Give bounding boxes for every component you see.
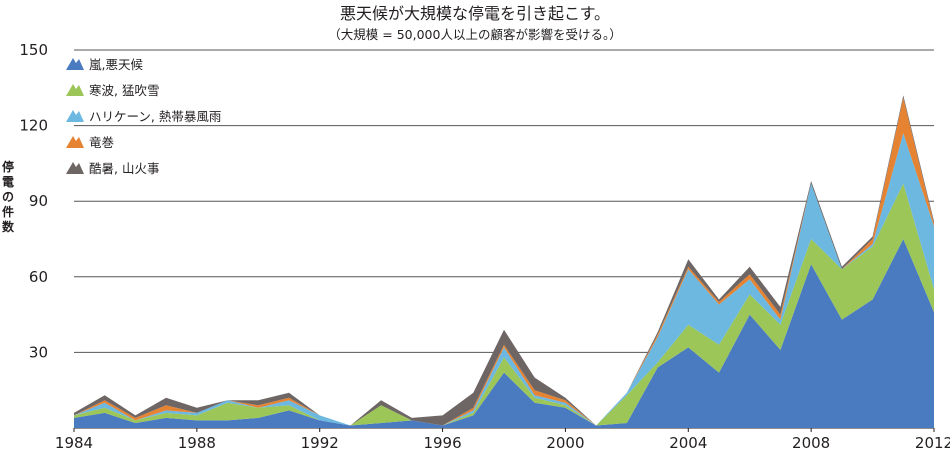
legend-swatch-icon: [66, 162, 84, 174]
legend-label: 酷暑, 山火事: [89, 160, 160, 176]
chart-subtitle: （大規模 = 50,000人以上の顧客が影響を受ける。）: [328, 27, 622, 42]
y-axis-label: 停電の件数: [1, 160, 14, 234]
x-tick-label: 1988: [178, 434, 216, 451]
y-tick-label: 120: [19, 117, 48, 135]
y-tick-label: 90: [29, 192, 48, 210]
chart-title: 悪天候が大規模な停電を引き起こす。: [339, 4, 611, 23]
x-tick-label: 1992: [301, 434, 339, 451]
x-tick-label: 2000: [546, 434, 584, 451]
x-tick-label: 1984: [55, 434, 93, 451]
legend-item: 酷暑, 山火事: [66, 154, 221, 180]
y-tick-label: 30: [29, 343, 48, 361]
x-tick-label: 2008: [792, 434, 830, 451]
legend-swatch-icon: [66, 58, 84, 70]
legend-swatch-icon: [66, 136, 84, 148]
x-tick-label: 2004: [669, 434, 707, 451]
area-series: [74, 95, 934, 428]
x-tick-label: 1996: [423, 434, 461, 451]
y-tick-label: 150: [19, 41, 48, 59]
legend-label: 竜巻: [89, 134, 115, 150]
y-axis-ticks: 30 60 90 120 150: [19, 41, 48, 361]
legend-swatch-icon: [66, 84, 84, 96]
area-series-1: [74, 239, 934, 428]
legend-label: ハリケーン, 熱帯暴風雨: [89, 108, 222, 124]
legend-label: 寒波, 猛吹雪: [89, 82, 160, 98]
legend-item: 嵐,悪天候: [66, 50, 221, 76]
legend-swatch-icon: [66, 110, 84, 122]
y-tick-label: 60: [29, 268, 48, 286]
x-tick-label: 2012: [915, 434, 950, 451]
legend-item: 竜巻: [66, 128, 221, 154]
chart-legend: 嵐,悪天候寒波, 猛吹雪ハリケーン, 熱帯暴風雨 竜巻酷暑, 山火事: [66, 50, 221, 180]
area-series-2: [74, 183, 934, 426]
x-axis-ticks: 1984 1988 1992 1996 2000 2004 2008 2012: [55, 428, 950, 451]
legend-label: 嵐,悪天候: [89, 56, 143, 72]
legend-item: ハリケーン, 熱帯暴風雨: [66, 102, 221, 128]
legend-item: 寒波, 猛吹雪: [66, 76, 221, 102]
